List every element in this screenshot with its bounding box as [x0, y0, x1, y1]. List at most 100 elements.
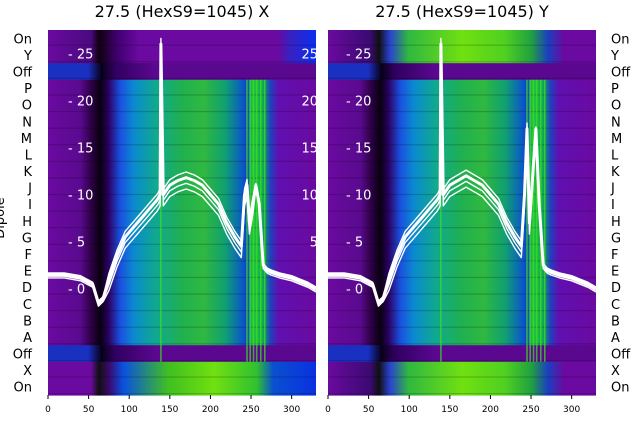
overlay-tick-label: - 15 — [346, 142, 371, 157]
chart-title-right: 27.5 (HexS9=1045) Y — [375, 2, 549, 21]
row-label: P — [611, 82, 619, 97]
heatmap-row-on-0 — [328, 30, 596, 48]
row-separator — [328, 77, 596, 79]
row-label: Y — [23, 49, 32, 64]
x-tick-label: 0 — [45, 405, 51, 415]
x-tick-label: 250 — [522, 405, 539, 415]
row-label: J — [27, 182, 32, 197]
row-separator — [48, 44, 316, 46]
row-separator — [328, 243, 596, 245]
heatmap-row-m-6 — [328, 129, 596, 147]
overlay-tick-label: - 5 — [346, 236, 363, 251]
overlay-line — [328, 54, 597, 307]
row-separator — [48, 343, 316, 345]
heatmap-row-off-19 — [48, 345, 316, 363]
x-tick-label: 150 — [441, 405, 458, 415]
streak-line — [255, 79, 258, 362]
heatmap-row-c-16 — [328, 295, 596, 313]
heatmap-row-y-1 — [328, 46, 596, 64]
overlay-tick-label-right: 25 — [301, 48, 318, 63]
streak-line — [440, 79, 442, 362]
row-label: N — [22, 115, 32, 130]
overlay-line — [48, 54, 317, 307]
overlay-tick-label-right: 15 — [301, 142, 318, 157]
row-separator — [328, 94, 596, 96]
x-tick-label: 200 — [202, 405, 219, 415]
row-label: M — [611, 132, 622, 147]
heatmap-row-y-1 — [48, 46, 316, 64]
heatmap-row-p-3 — [328, 79, 596, 97]
row-separator — [48, 210, 316, 212]
overlay-tick-label-right: 20 — [301, 95, 318, 110]
streak-line — [264, 79, 266, 362]
heatmap-row-on-0 — [48, 30, 316, 48]
overlay-tick-label: - 25 — [68, 48, 93, 63]
row-separator — [328, 343, 596, 345]
heatmap-row-o-4 — [328, 96, 596, 114]
row-label: O — [22, 99, 32, 114]
row-separator — [48, 326, 316, 328]
overlay-tick-label: - 0 — [68, 283, 85, 298]
row-label: On — [611, 32, 629, 47]
heatmap-row-off-2 — [328, 63, 596, 81]
x-tick-label: 200 — [482, 405, 499, 415]
row-separator — [48, 260, 316, 262]
row-label: K — [23, 165, 32, 180]
row-label: F — [611, 248, 618, 263]
heatmap-row-n-5 — [48, 112, 316, 131]
heatmap-row-on-21 — [328, 378, 596, 396]
streak-line — [535, 79, 538, 362]
y-axis-label: Dipole — [0, 197, 8, 238]
x-tick-label: 100 — [121, 405, 138, 415]
heatmap-row-off-19 — [328, 345, 596, 363]
row-separator — [48, 94, 316, 96]
row-label: On — [611, 381, 629, 396]
row-label: O — [611, 99, 621, 114]
row-label: On — [14, 32, 32, 47]
heatmap-row-o-4 — [48, 96, 316, 114]
row-separator — [328, 210, 596, 212]
row-separator — [328, 260, 596, 262]
row-separator — [328, 276, 596, 279]
row-label: E — [24, 265, 32, 280]
row-label: D — [22, 281, 32, 296]
row-separator — [328, 127, 596, 129]
row-separator — [48, 243, 316, 245]
heatmap-row-p-3 — [48, 79, 316, 97]
row-label: D — [611, 281, 621, 296]
streak-line — [544, 79, 546, 362]
row-separator — [48, 293, 316, 295]
row-label: J — [610, 182, 615, 197]
row-label: L — [25, 148, 33, 163]
row-label: N — [611, 115, 621, 130]
row-separator — [48, 376, 316, 378]
row-label: B — [611, 314, 620, 329]
row-label: C — [23, 298, 32, 313]
row-separator — [48, 61, 316, 63]
row-label: Off — [13, 65, 33, 80]
x-tick-label: 250 — [242, 405, 259, 415]
heatmap-row-x-20 — [48, 361, 316, 380]
row-separator — [328, 393, 596, 395]
heatmap-row-c-16 — [48, 295, 316, 313]
overlay-tick-label-right: 5 — [310, 236, 318, 251]
row-label: E — [611, 265, 619, 280]
row-label: A — [23, 331, 32, 346]
row-label: G — [611, 231, 621, 246]
streak-line — [246, 79, 248, 362]
row-separator — [328, 293, 596, 295]
x-tick-label: 300 — [563, 405, 580, 415]
row-label: L — [611, 148, 619, 163]
overlay-tick-label: - 15 — [68, 142, 93, 157]
overlay-tick-label-right: 10 — [301, 189, 318, 204]
row-separator — [48, 227, 316, 229]
heatmap-row-d-15 — [328, 278, 596, 297]
row-separator — [328, 193, 596, 196]
overlay-tick-label: - 5 — [68, 236, 85, 251]
row-separator — [328, 44, 596, 46]
streak-line — [532, 79, 535, 362]
heatmap-row-b-17 — [328, 312, 596, 330]
row-label: X — [611, 364, 620, 379]
row-separator — [328, 110, 596, 113]
streak-line — [252, 79, 255, 362]
